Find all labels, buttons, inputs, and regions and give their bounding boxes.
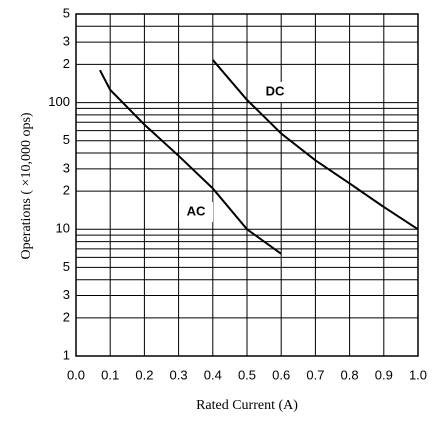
x-tick-label: 0.9 — [375, 367, 393, 382]
series-label: AC — [187, 203, 206, 218]
y-tick-label: 3 — [63, 34, 70, 49]
label-background — [258, 82, 292, 102]
y-tick-label: 3 — [63, 160, 70, 175]
y-tick-label: 1 — [63, 347, 70, 362]
x-tick-label: 0.1 — [101, 367, 119, 382]
x-axis-label: Rated Current (A) — [196, 398, 298, 413]
y-tick-label: 10 — [56, 221, 70, 236]
x-tick-label: 0.0 — [67, 367, 85, 382]
x-tick-label: 0.4 — [204, 367, 222, 382]
y-tick-label: 5 — [63, 5, 70, 20]
label-background — [179, 202, 213, 222]
x-tick-label: 0.5 — [238, 367, 256, 382]
y-axis-label: Operations ( ×10,000 ops) — [19, 112, 34, 259]
series-label: DC — [266, 83, 285, 98]
y-tick-label: 2 — [63, 309, 70, 324]
x-tick-label: 1.0 — [409, 367, 427, 382]
series-line — [99, 69, 282, 255]
y-tick-label: 2 — [63, 56, 70, 71]
y-tick-label: 5 — [63, 132, 70, 147]
x-tick-label: 0.7 — [306, 367, 324, 382]
y-tick-label: 5 — [63, 259, 70, 274]
y-tick-label: 2 — [63, 183, 70, 198]
y-tick-label: 100 — [48, 94, 70, 109]
x-tick-label: 0.8 — [341, 367, 359, 382]
x-tick-label: 0.6 — [272, 367, 290, 382]
y-tick-label: 3 — [63, 287, 70, 302]
x-tick-label: 0.2 — [135, 367, 153, 382]
plot-frame — [75, 13, 419, 357]
series-line — [212, 59, 419, 231]
x-tick-label: 0.3 — [170, 367, 188, 382]
